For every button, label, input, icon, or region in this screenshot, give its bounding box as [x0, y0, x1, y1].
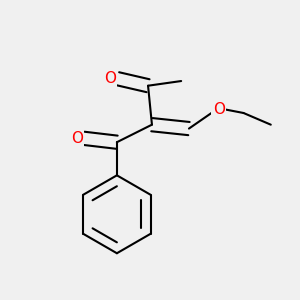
Text: O: O	[71, 131, 83, 146]
Text: O: O	[213, 102, 225, 117]
Text: O: O	[104, 71, 116, 86]
